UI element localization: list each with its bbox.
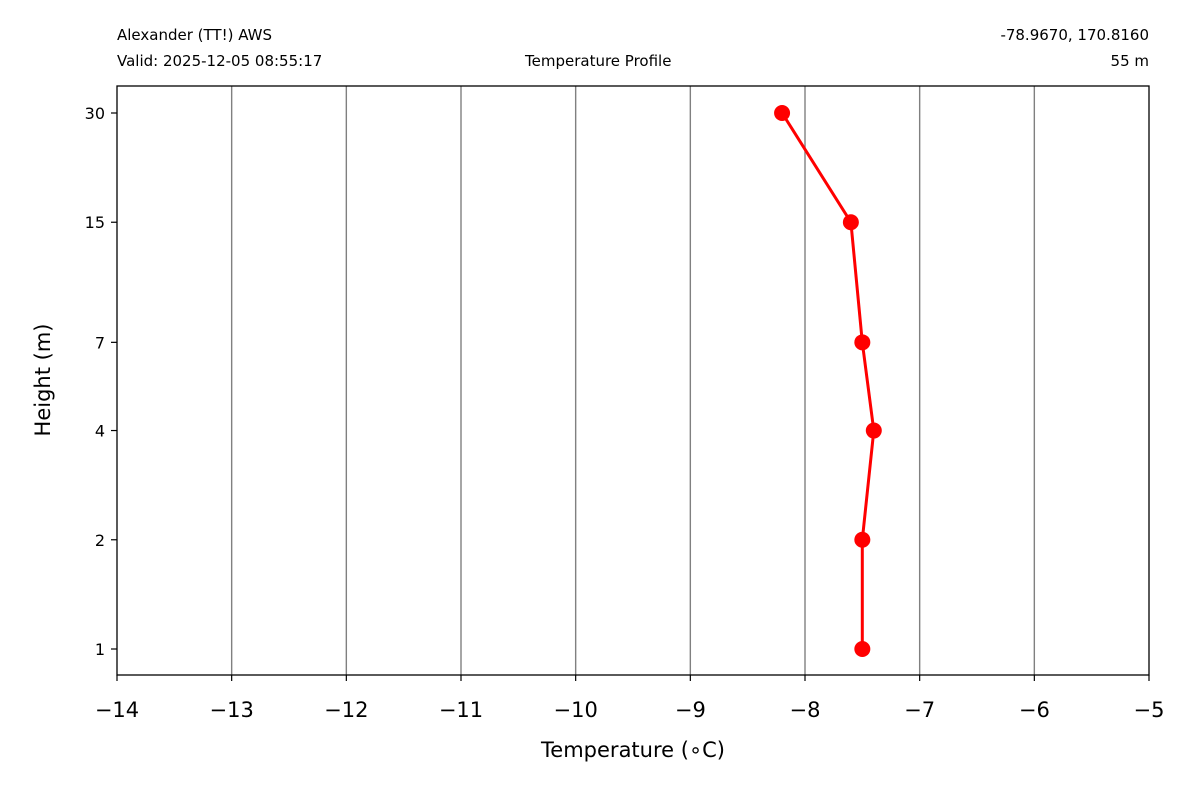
- x-tick-label: −14: [95, 698, 139, 722]
- grid-lines: [230, 86, 1036, 675]
- x-tick-label: −5: [1134, 698, 1165, 722]
- x-tick-label: −9: [675, 698, 706, 722]
- data-point: [854, 531, 871, 548]
- data-point: [865, 422, 882, 439]
- x-tick-label: −7: [904, 698, 935, 722]
- x-tick-label: −13: [210, 698, 254, 722]
- x-axis-label: Temperature (∘C): [540, 738, 725, 762]
- valid-time: Valid: 2025-12-05 08:55:17: [117, 52, 323, 70]
- y-tick-label: 7: [95, 333, 105, 352]
- plot-frame: [116, 85, 1150, 676]
- y-tick-label: 4: [95, 422, 105, 441]
- station-elevation: 55 m: [1110, 52, 1149, 70]
- y-axis: 1 2 4 7 15 30: [85, 104, 117, 659]
- station-name: Alexander (TT!) AWS: [117, 26, 272, 44]
- x-tick-label: −8: [790, 698, 821, 722]
- chart-title: Temperature Profile: [525, 52, 672, 70]
- y-tick-label: 30: [85, 104, 105, 123]
- y-axis-label: Height (m): [31, 324, 55, 437]
- data-point: [842, 214, 859, 231]
- data-series: [774, 105, 882, 657]
- data-point: [774, 105, 791, 121]
- data-point: [854, 334, 871, 351]
- y-tick-label: 15: [85, 213, 105, 232]
- x-tick-label: −10: [554, 698, 598, 722]
- x-tick-label: −12: [324, 698, 368, 722]
- temperature-line: [780, 112, 876, 649]
- y-tick-label: 2: [95, 531, 105, 550]
- data-point: [854, 641, 871, 657]
- x-tick-label: −11: [439, 698, 483, 722]
- x-tick-label: −6: [1019, 698, 1050, 722]
- y-tick-label: 1: [95, 640, 105, 659]
- station-coordinates: -78.9670, 170.8160: [1000, 26, 1149, 44]
- x-axis: −14 −13 −12 −11 −10 −9 −8 −7 −6 −5: [95, 675, 1165, 722]
